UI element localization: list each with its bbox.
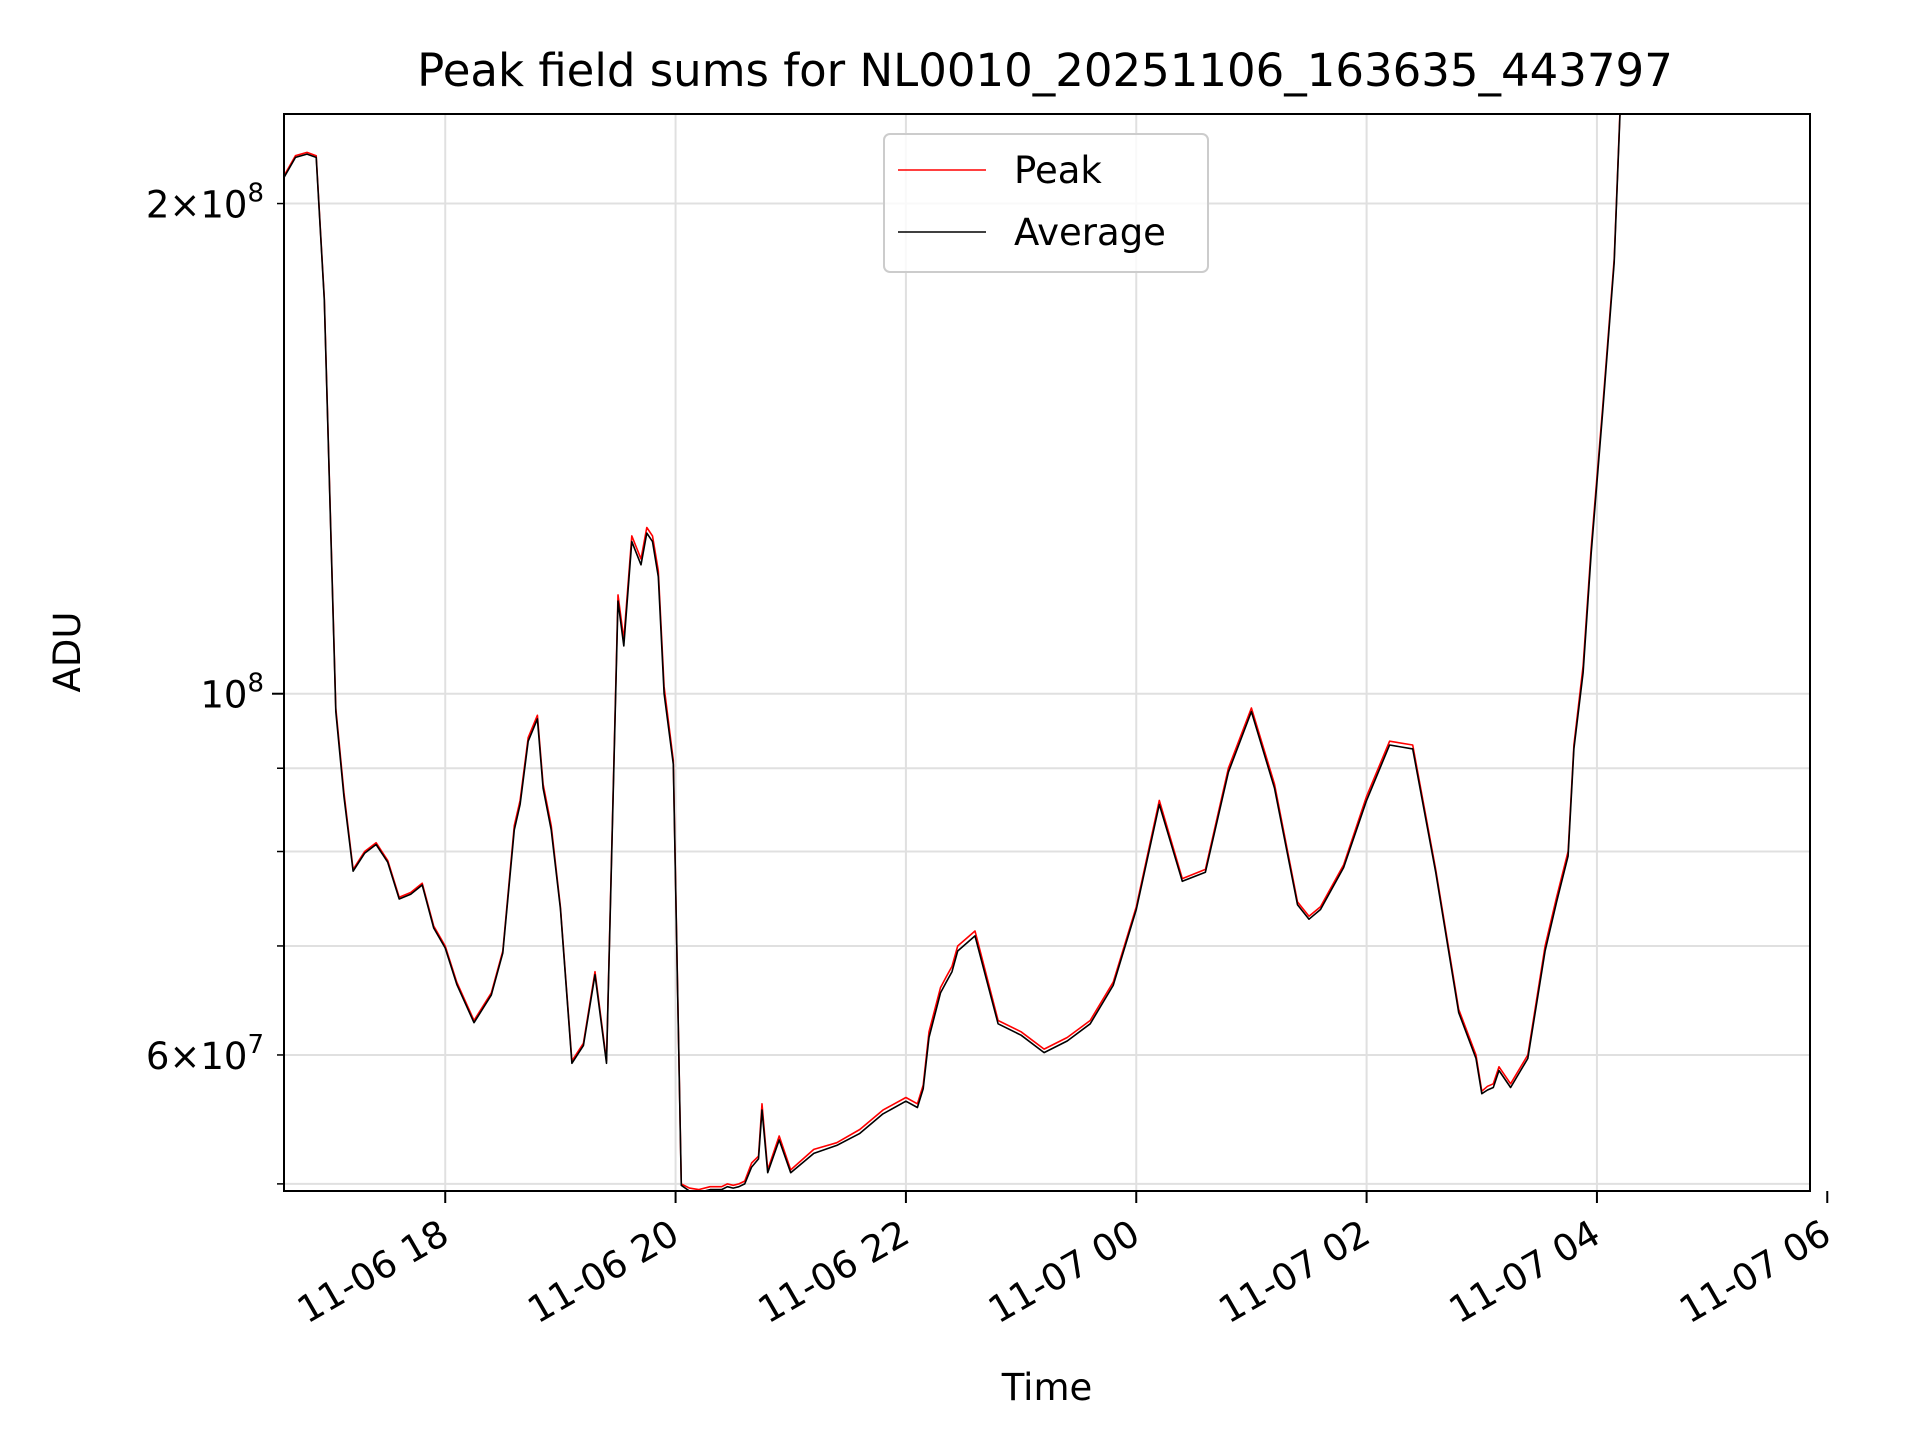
grid [284,114,1810,1191]
y-axis: 108 2×108 6×107 [146,179,284,1185]
y-axis-label: ADU [46,612,89,693]
y-tick-label: 2×108 [146,179,264,227]
legend-box [883,133,1209,273]
legend: Peak Average [883,133,1209,273]
y-tick-label: 108 [200,669,264,717]
legend-peak-label: Peak [1014,149,1102,192]
series-line-average [284,114,1621,1191]
series-layer [284,114,1621,1191]
y-tick-label: 6×107 [146,1030,264,1078]
chart-title: Peak field sums for NL0010_20251106_1636… [417,44,1673,97]
x-axis-label: Time [1001,1366,1093,1409]
legend-average-label: Average [1014,211,1166,254]
plot-frame [283,113,1811,1192]
